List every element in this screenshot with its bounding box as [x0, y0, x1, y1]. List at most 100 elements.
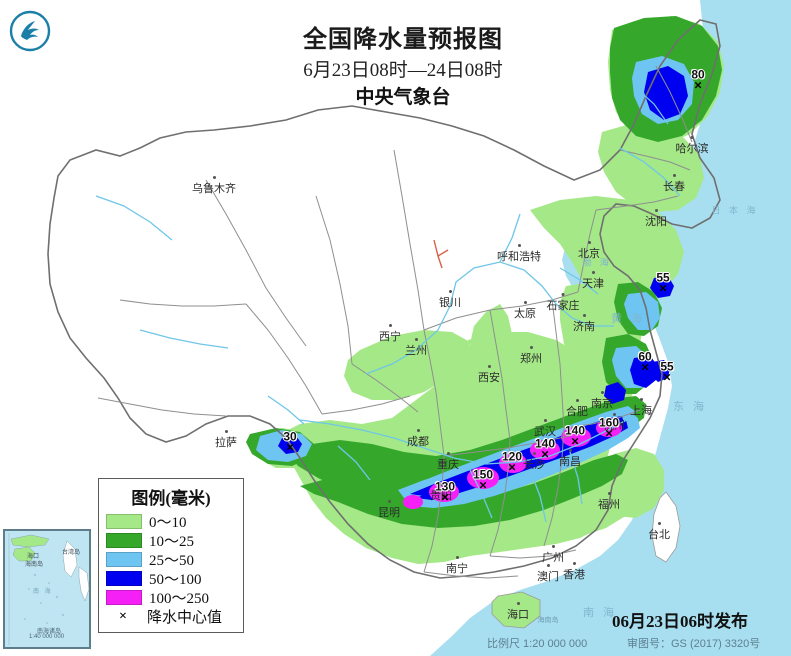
- city-label-lanzhou: 兰州: [405, 338, 427, 358]
- city-dot: [546, 564, 550, 567]
- legend-swatch: [106, 533, 142, 548]
- city-label-haikou: 海口: [507, 602, 529, 622]
- legend-label: 降水中心值: [147, 610, 223, 626]
- precip-center-value: 140 ×: [564, 423, 586, 449]
- legend-item-10-25: 10～25: [106, 531, 236, 550]
- city-label-shijiazhuang: 石家庄: [547, 293, 580, 313]
- issue-time: 06月23日06时发布: [612, 612, 748, 631]
- city-dot: [523, 301, 527, 304]
- inset-label-taiwan: 台湾岛: [62, 550, 81, 556]
- city-label-nanchang: 南昌: [559, 449, 581, 469]
- city-dot: [517, 244, 521, 247]
- city-dot: [414, 338, 418, 341]
- city-label-hefei: 合肥: [566, 399, 588, 419]
- precip-center-value: 30 ×: [283, 429, 297, 455]
- city-label-zhengzhou: 郑州: [520, 346, 542, 366]
- city-label-shanghai: 上海: [630, 398, 652, 418]
- city-label-chongqing: 重庆: [437, 452, 459, 472]
- city-label-kunming: 昆明: [378, 500, 400, 520]
- city-dot: [639, 398, 643, 401]
- hainan-island: [491, 591, 541, 629]
- sea-label: 东 海: [672, 401, 708, 413]
- precip-center-value: 160 ×: [598, 415, 620, 441]
- inset-scale: 1:40 000 000: [29, 634, 65, 640]
- city-label-taipei: 台北: [648, 522, 670, 542]
- inset-label-south-sea: 南 海: [33, 589, 53, 595]
- river-highlight: [433, 239, 449, 269]
- city-dot: [690, 136, 694, 139]
- city-dot: [587, 241, 591, 244]
- sea-label: 黄 海: [610, 313, 646, 325]
- city-label-yinchuan: 银川: [439, 290, 461, 310]
- city-dot: [439, 483, 443, 486]
- city-dot: [607, 492, 611, 495]
- legend-label: 25～50: [149, 553, 195, 569]
- city-label-jinan: 济南: [573, 314, 595, 334]
- legend-item-25-50: 25～50: [106, 550, 236, 569]
- city-label-guiyang: 贵阳: [430, 483, 452, 503]
- precip-center-value: 60 ×: [638, 349, 652, 375]
- legend-swatch: [106, 514, 142, 529]
- legend-item-center-marker: × 降水中心值: [106, 607, 236, 627]
- precip-center-value: 80 ×: [691, 67, 705, 93]
- inset-title: 南海诸岛: [37, 629, 62, 635]
- city-label-harbin: 哈尔滨: [676, 136, 709, 156]
- city-label-beijing: 北京: [578, 241, 600, 261]
- map-number: 审图号：GS (2017) 3320号: [627, 638, 761, 650]
- cross-icon: ×: [119, 608, 127, 624]
- city-dot: [448, 290, 452, 293]
- city-label-nanning: 南宁: [446, 556, 468, 576]
- precip-center-value: 140 ×: [534, 436, 556, 462]
- city-dot: [388, 324, 392, 327]
- city-label-macau: 澳门: [537, 564, 559, 584]
- cma-dragon-logo: [8, 9, 52, 53]
- island-label-hainan: 海南岛: [537, 617, 559, 624]
- city-label-nanjing: 南京: [591, 391, 613, 411]
- city-dot: [212, 176, 216, 179]
- city-label-changchun: 长春: [663, 174, 685, 194]
- legend-panel: 图例(毫米) 0～10 10～25 25～50 50～100 100～250 ×…: [98, 478, 244, 633]
- legend-title: 图例(毫米): [131, 489, 211, 508]
- inset-canvas: [5, 531, 89, 647]
- legend-swatch: [106, 590, 142, 605]
- city-dot: [387, 500, 391, 503]
- city-dot: [575, 399, 579, 402]
- legend-label: 0～10: [149, 515, 187, 531]
- city-label-shenyang: 沈阳: [645, 209, 667, 229]
- administrative-borders: [47, 19, 721, 579]
- city-label-lhasa: 拉萨: [215, 430, 237, 450]
- city-dot: [551, 545, 555, 548]
- map-scale: 比例尺 1:20 000 000: [487, 638, 588, 650]
- city-dot: [657, 522, 661, 525]
- city-label-chengdu: 成都: [407, 429, 429, 449]
- city-dot: [224, 430, 228, 433]
- legend-swatch: [106, 571, 142, 586]
- city-dot: [572, 562, 576, 565]
- city-dot: [591, 271, 595, 274]
- city-dot: [532, 452, 536, 455]
- city-label-guangzhou: 广州: [542, 545, 564, 565]
- south-china-sea-inset: 海口 海南岛 南 海 台湾岛 南海诸岛 1:40 000 000: [3, 529, 91, 649]
- city-dot: [529, 346, 533, 349]
- taiwan-island: [651, 491, 681, 563]
- city-label-wuhan: 武汉: [534, 419, 556, 439]
- city-label-hangzhou: 杭州: [603, 413, 625, 433]
- legend-label: 10～25: [149, 534, 195, 550]
- city-dot: [446, 452, 450, 455]
- legend-item-100-250: 100～250: [106, 588, 236, 607]
- city-dot: [487, 365, 491, 368]
- city-dot: [600, 391, 604, 394]
- city-label-tianjin: 天津: [582, 271, 604, 291]
- title-block: 全国降水量预报图 6月23日08时—24日08时 中央气象台: [258, 26, 548, 109]
- city-dot: [516, 602, 520, 605]
- precip-center-value: 150 ×: [472, 467, 494, 493]
- city-label-xining: 西宁: [379, 324, 401, 344]
- inset-label-haikou: 海口: [27, 554, 40, 560]
- legend-item-0-10: 0～10: [106, 512, 236, 531]
- city-dot: [582, 314, 586, 317]
- city-dot: [416, 429, 420, 432]
- sea-label: 南 海: [582, 607, 618, 619]
- city-label-fuzhou: 福州: [598, 492, 620, 512]
